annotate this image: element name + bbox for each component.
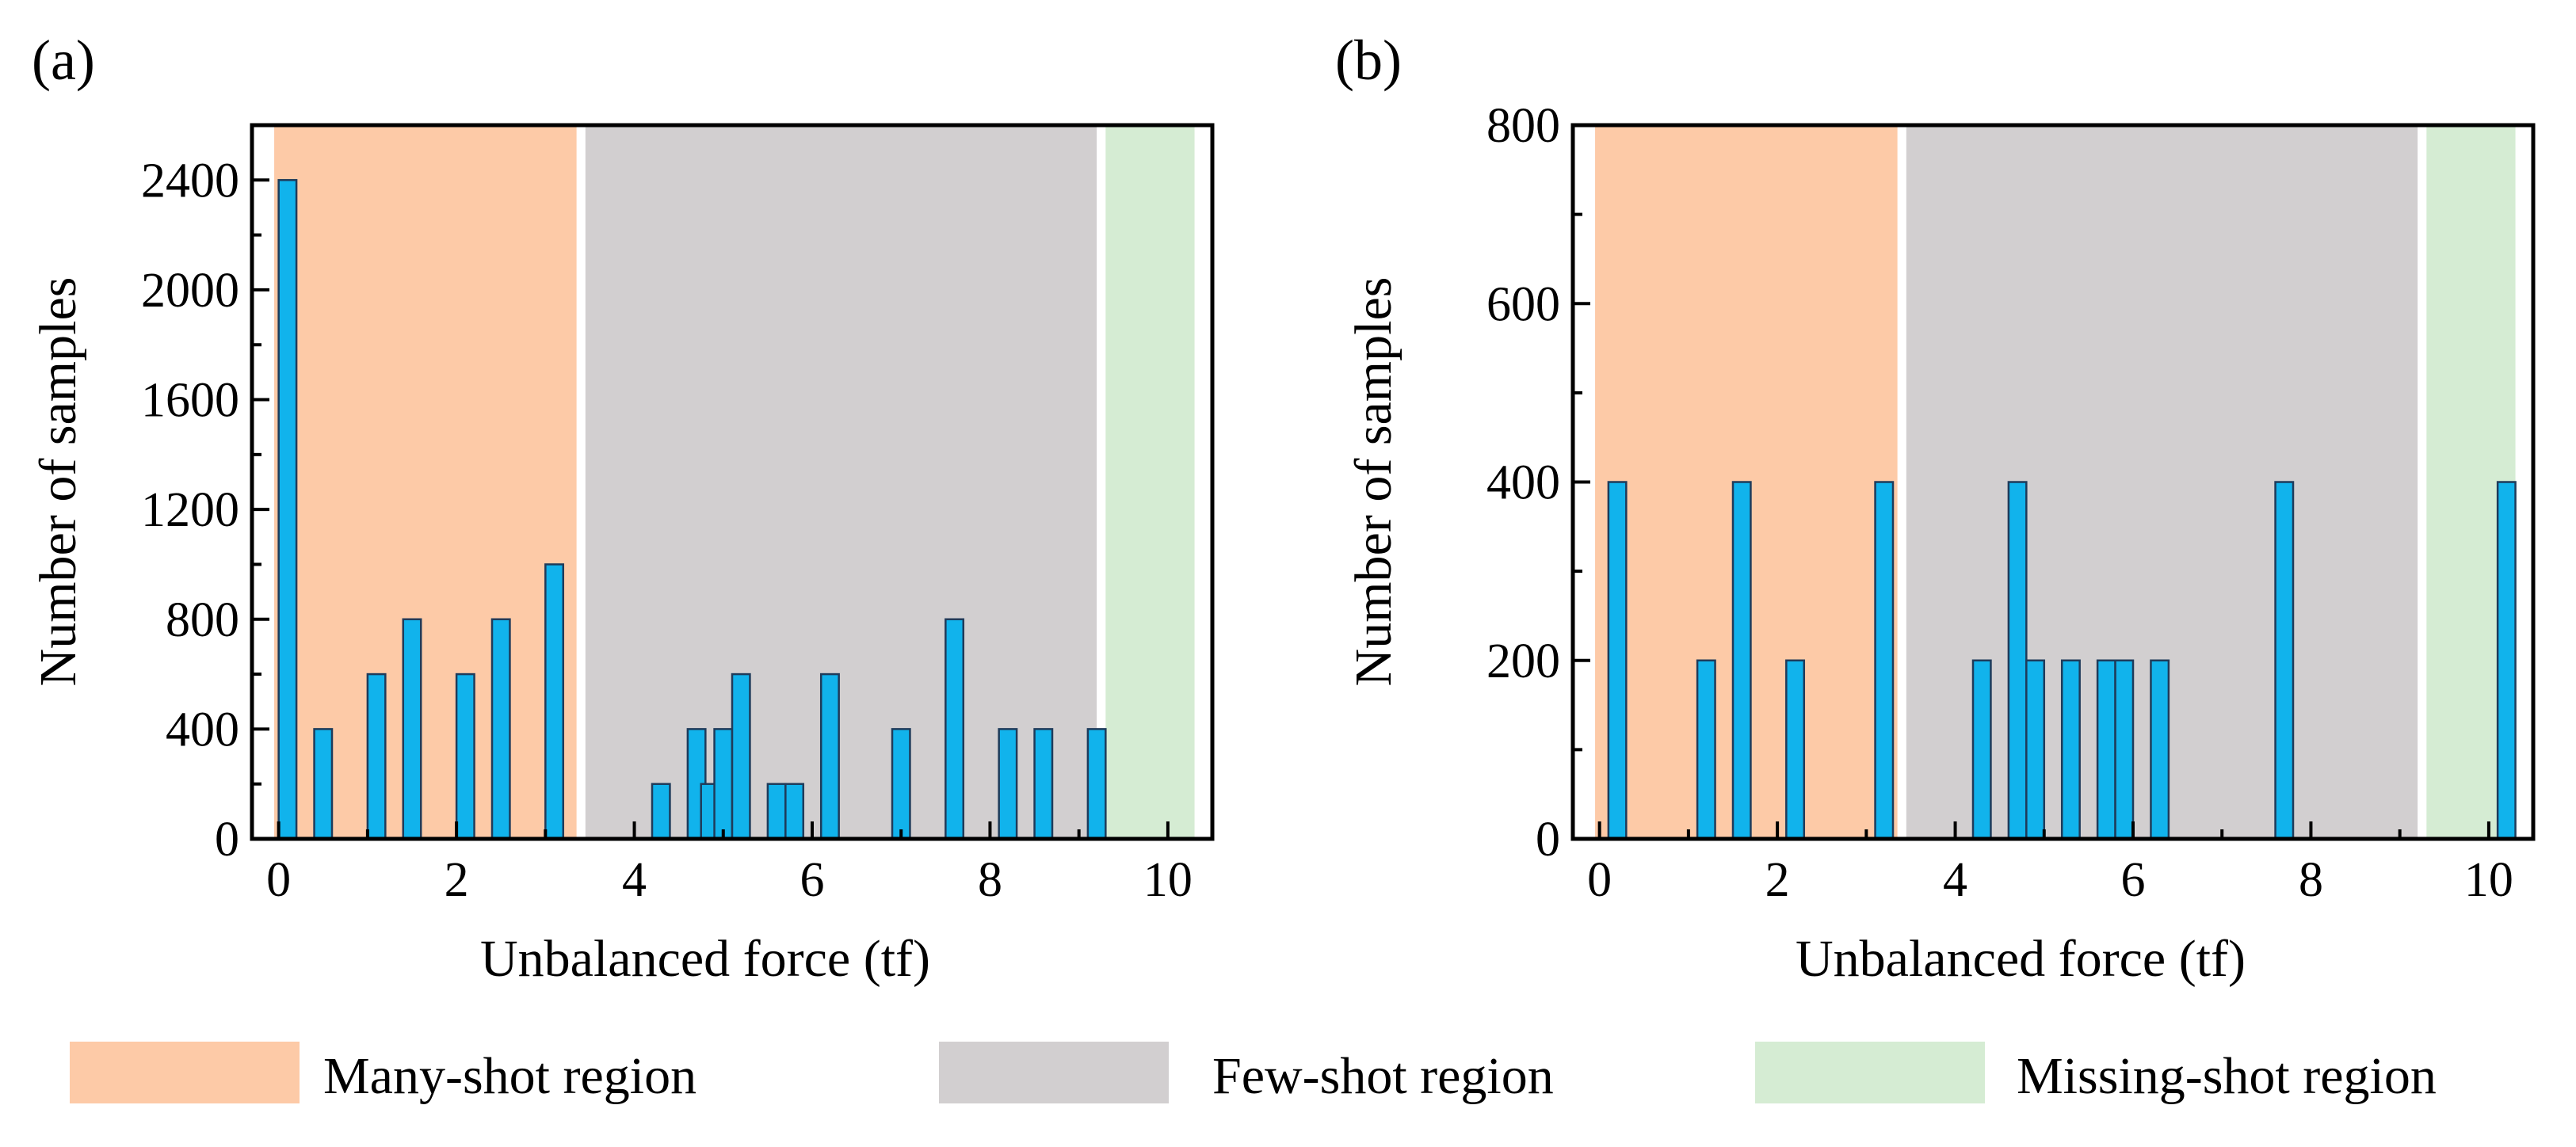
panel-b-bar-2 — [1731, 481, 1752, 840]
panel-a-y-tick-label: 1600 — [141, 374, 239, 428]
panel-b-x-tick-label: 4 — [1943, 853, 1967, 907]
panel-a-x-tick-label: 4 — [622, 853, 647, 907]
panel-a-bar-7 — [651, 783, 671, 840]
panel-b-bar-10 — [2114, 659, 2135, 840]
panel-b: (b) 0 2 4 6 8 10 0 200 400 600 800 Unbalanced forc… — [1335, 29, 2536, 988]
panel-a-x-tick-label: 8 — [978, 853, 1002, 907]
panel-a-bar-3 — [402, 618, 422, 840]
panel-a-bar-14 — [819, 673, 840, 840]
panel-a-bars — [277, 179, 1107, 840]
panel-b-bar-7 — [2025, 659, 2046, 840]
panel-a-plot-frame — [250, 123, 1215, 841]
panel-a-y-tick-label: 400 — [166, 703, 239, 756]
panel-b-ticks: 0 2 4 6 8 10 0 200 400 600 800 — [1486, 99, 2513, 907]
panel-b-y-tick-label: 600 — [1486, 277, 1560, 331]
panel-a-axes — [250, 123, 1215, 841]
panel-b-y-tick-label: 400 — [1486, 456, 1560, 510]
panel-b-bar-3 — [1785, 659, 1806, 840]
panel-a-x-axis-label: Unbalanced force (tf) — [480, 930, 930, 988]
panel-a-bar-17 — [998, 728, 1018, 840]
panel-a-region-few — [585, 125, 1097, 839]
panel-a: (a) 0 2 4 6 8 10 0 400 800 1200 1600 2000 2400 Unbal… — [29, 29, 1215, 988]
panel-a-bar-16 — [945, 618, 965, 840]
panel-a-y-axis-label: Number of samples — [29, 277, 87, 687]
panel-a-bar-10 — [713, 728, 734, 840]
legend-swatch-missing — [1755, 1042, 1985, 1103]
panel-a-bar-15 — [891, 728, 911, 840]
panel-b-x-tick-label: 0 — [1587, 853, 1612, 907]
panel-a-y-tick-label: 1200 — [141, 483, 239, 537]
panel-b-label: (b) — [1335, 29, 1402, 92]
panel-a-ticks: 0 2 4 6 8 10 0 400 800 1200 1600 2000 2400 — [141, 124, 1193, 907]
panel-a-regions — [274, 125, 1195, 839]
panel-b-x-tick-label: 8 — [2299, 853, 2323, 907]
panel-a-bar-6 — [544, 563, 565, 840]
panel-b-bar-0 — [1607, 481, 1628, 840]
panel-a-y-tick-label: 2000 — [141, 264, 239, 318]
panel-a-bar-4 — [455, 673, 475, 840]
panel-a-x-tick-label: 2 — [445, 853, 469, 907]
panel-a-bar-11 — [731, 673, 751, 840]
panel-a-bar-1 — [313, 728, 334, 840]
panel-a-bar-2 — [366, 673, 387, 840]
panel-b-bar-4 — [1874, 481, 1895, 840]
panel-b-bar-5 — [1971, 659, 1992, 840]
panel-b-bar-11 — [2150, 659, 2170, 840]
panel-b-bar-8 — [2060, 659, 2081, 840]
legend: Many-shot region Few-shot region Missing… — [70, 1042, 2437, 1105]
legend-swatch-many — [70, 1042, 300, 1103]
panel-a-x-tick-label: 6 — [800, 853, 825, 907]
legend-swatch-few — [939, 1042, 1169, 1103]
panel-b-bar-6 — [2007, 481, 2028, 840]
panel-b-x-tick-label: 2 — [1765, 853, 1790, 907]
panel-a-bar-13 — [784, 783, 805, 840]
panel-a-bar-5 — [490, 618, 511, 840]
panel-b-x-tick-label: 10 — [2464, 853, 2513, 907]
panel-b-y-tick-label: 200 — [1486, 634, 1560, 688]
panel-b-x-axis-label: Unbalanced force (tf) — [1796, 930, 2246, 988]
panel-a-x-tick-label: 10 — [1143, 853, 1193, 907]
panel-b-bar-1 — [1696, 659, 1716, 840]
panel-b-x-tick-label: 6 — [2121, 853, 2146, 907]
panel-b-bar-12 — [2274, 481, 2295, 840]
panel-a-region-many — [274, 125, 577, 839]
panel-b-bar-9 — [2096, 659, 2116, 840]
panel-a-label: (a) — [32, 29, 95, 92]
legend-label-missing: Missing-shot region — [2017, 1047, 2437, 1105]
panel-b-bar-13 — [2496, 481, 2517, 840]
panel-a-y-tick-label: 800 — [166, 593, 239, 647]
panel-b-y-axis-label: Number of samples — [1345, 277, 1402, 687]
panel-a-bar-0 — [277, 179, 298, 840]
panel-a-bar-18 — [1033, 728, 1054, 840]
panel-a-y-tick-label: 2400 — [141, 154, 239, 208]
panel-b-bars — [1607, 481, 2517, 840]
panel-a-y-tick-label: 0 — [215, 813, 239, 867]
legend-label-many: Many-shot region — [323, 1047, 696, 1105]
panel-b-y-tick-label: 0 — [1536, 813, 1560, 867]
legend-label-few: Few-shot region — [1212, 1047, 1554, 1105]
panel-b-y-tick-label: 800 — [1486, 99, 1560, 153]
panel-a-bar-12 — [766, 783, 787, 840]
panel-a-region-missing — [1105, 125, 1195, 839]
panel-a-x-tick-label: 0 — [266, 853, 291, 907]
panel-a-bar-19 — [1086, 728, 1107, 840]
